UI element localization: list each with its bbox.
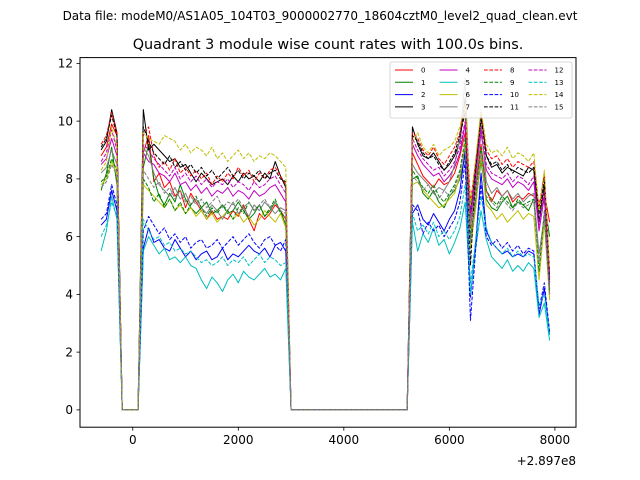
y-tick-label: 10 (58, 114, 73, 128)
legend-label-13: 13 (555, 79, 564, 87)
y-tick-label: 2 (65, 345, 73, 359)
series-line-1 (100, 143, 551, 411)
series-line-9 (100, 137, 551, 411)
y-tick-label: 8 (65, 172, 73, 186)
legend-label-1: 1 (421, 79, 425, 87)
series-line-6 (100, 143, 551, 411)
legend-label-15: 15 (555, 104, 564, 112)
chart-title: Quadrant 3 module wise count rates with … (133, 37, 524, 53)
series-line-11 (100, 111, 551, 411)
y-tick-label: 6 (65, 230, 73, 244)
y-tick-label: 0 (65, 403, 73, 417)
legend-label-14: 14 (555, 91, 564, 99)
x-tick-label: 6000 (434, 433, 465, 447)
series-line-8 (100, 106, 551, 411)
series-line-13 (100, 184, 551, 411)
series-line-10 (100, 161, 551, 411)
plot-lines (100, 77, 551, 411)
legend-label-8: 8 (510, 67, 514, 75)
x-offset-label: +2.897e8 (517, 454, 576, 468)
y-axis: 0 2 4 6 8 10 12 (58, 57, 80, 417)
legend-label-6: 6 (466, 91, 471, 99)
legend-label-4: 4 (466, 67, 471, 75)
x-axis: 0 2000 4000 6000 8000 (129, 427, 570, 447)
series-line-7 (100, 77, 551, 411)
legend-label-2: 2 (421, 91, 425, 99)
series-line-2 (100, 149, 551, 411)
legend-box (389, 61, 573, 119)
series-line-4 (100, 123, 551, 411)
legend-label-7: 7 (466, 104, 470, 112)
axes-frame (79, 57, 577, 428)
legend-label-12: 12 (555, 67, 564, 75)
figure-suptitle: Data file: modeM0/AS1A05_104T03_90000027… (63, 9, 578, 23)
series-line-15 (100, 146, 551, 411)
legend-label-10: 10 (510, 91, 519, 99)
legend-label-0: 0 (421, 67, 425, 75)
x-tick-label: 2000 (223, 433, 254, 447)
y-tick-label: 12 (58, 57, 73, 71)
legend-label-5: 5 (466, 79, 470, 87)
x-tick-label: 0 (129, 433, 137, 447)
series-line-14 (100, 103, 551, 411)
legend-label-11: 11 (510, 104, 519, 112)
series-line-5 (100, 195, 551, 411)
y-tick-label: 4 (65, 288, 73, 302)
series-line-3 (100, 97, 551, 411)
legend-label-3: 3 (421, 104, 425, 112)
x-tick-label: 4000 (329, 433, 360, 447)
legend-label-9: 9 (510, 79, 514, 87)
series-line-12 (100, 120, 551, 411)
x-tick-label: 8000 (540, 433, 571, 447)
